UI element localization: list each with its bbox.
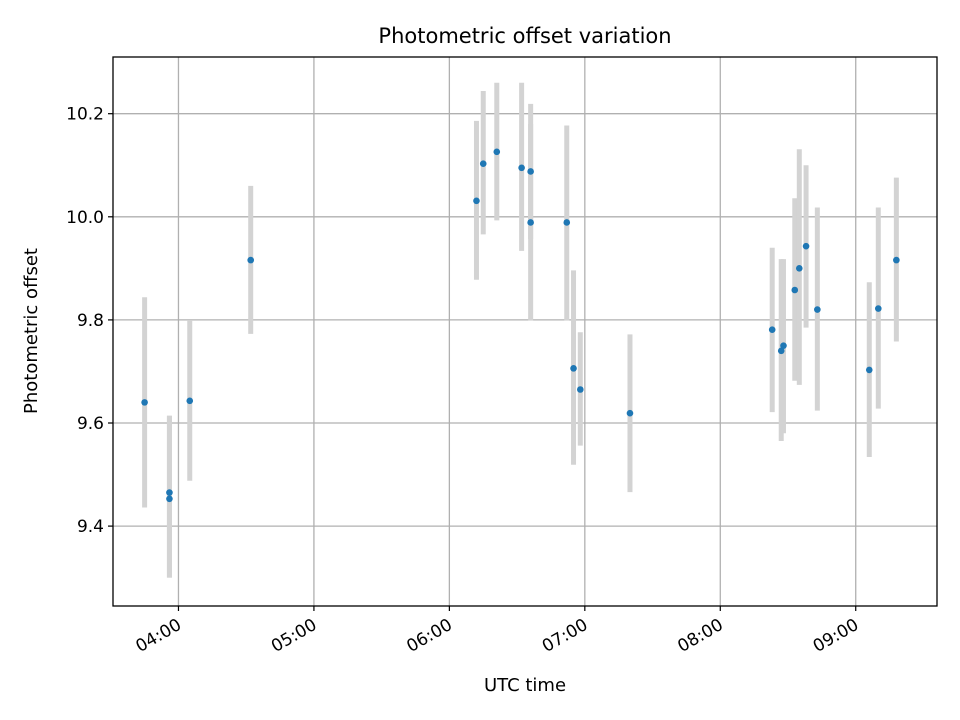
data-point bbox=[780, 342, 787, 349]
data-point bbox=[166, 489, 173, 496]
data-point bbox=[893, 256, 900, 264]
data-point bbox=[791, 286, 799, 294]
data-point bbox=[570, 365, 577, 372]
data-point bbox=[493, 148, 501, 156]
y-tick-label: 9.8 bbox=[77, 311, 104, 331]
y-axis-label: Photometric offset bbox=[21, 248, 42, 414]
data-point bbox=[141, 399, 148, 406]
tick-layer: 04:00 05:00 06:00 07:00 08:00 09:00 9.4 9.6 9.8 1… bbox=[66, 105, 862, 657]
data-point bbox=[875, 305, 882, 312]
data-point bbox=[527, 219, 534, 226]
y-tick-label: 9.6 bbox=[77, 414, 104, 434]
data-point bbox=[865, 366, 873, 374]
data-point bbox=[518, 164, 525, 172]
data-point bbox=[802, 242, 810, 250]
data-point bbox=[186, 397, 194, 405]
chart-title: Photometric offset variation bbox=[378, 24, 671, 48]
data-point bbox=[166, 495, 173, 503]
y-tick-label: 10.2 bbox=[66, 105, 104, 125]
x-tick-label: 07:00 bbox=[539, 615, 591, 657]
data-point bbox=[247, 256, 255, 264]
data-point bbox=[795, 265, 803, 272]
data-point bbox=[768, 326, 776, 333]
plot-frame bbox=[112, 56, 938, 607]
grid-layer bbox=[113, 57, 937, 606]
x-tick-label: 09:00 bbox=[810, 615, 862, 657]
data-point-layer bbox=[141, 148, 900, 503]
x-tick-label: 05:00 bbox=[268, 615, 320, 657]
y-tick-label: 10.0 bbox=[66, 208, 104, 228]
error-bar-layer bbox=[142, 82, 899, 578]
data-point bbox=[626, 409, 634, 417]
data-point bbox=[577, 386, 584, 393]
x-tick-label: 04:00 bbox=[133, 615, 185, 657]
data-point bbox=[777, 347, 785, 355]
x-axis-label: UTC time bbox=[484, 675, 566, 696]
data-point bbox=[479, 160, 487, 168]
data-point bbox=[814, 306, 821, 313]
data-point bbox=[527, 168, 534, 175]
data-point bbox=[563, 219, 571, 226]
y-tick-label: 9.4 bbox=[77, 517, 104, 537]
data-point bbox=[473, 197, 480, 205]
x-tick-label: 08:00 bbox=[674, 615, 726, 657]
x-tick-label: 06:00 bbox=[403, 615, 455, 657]
